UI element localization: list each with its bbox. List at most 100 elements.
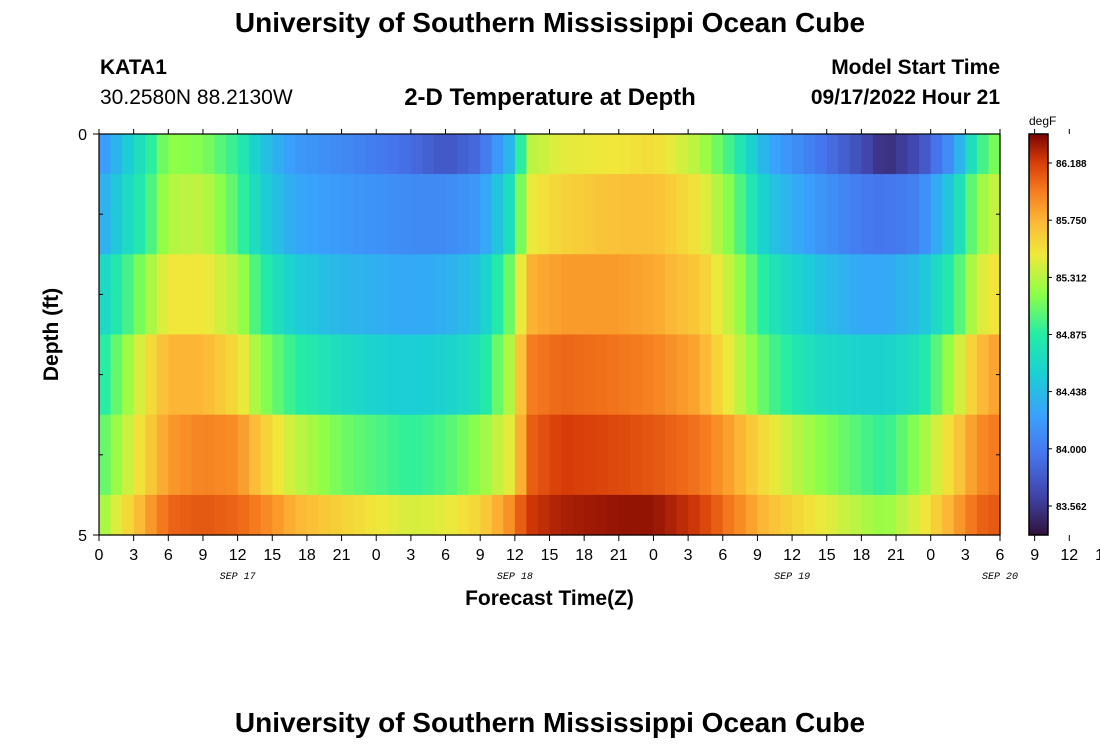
heatmap-cell xyxy=(907,134,920,175)
heatmap-cell xyxy=(445,414,458,496)
heatmap-cell xyxy=(584,254,597,336)
heatmap-cell xyxy=(283,174,296,255)
heatmap-cell xyxy=(537,134,551,175)
heatmap-cell xyxy=(283,134,296,175)
heatmap-cell xyxy=(237,414,250,496)
heatmap-cell xyxy=(410,254,424,336)
heatmap-cell xyxy=(688,494,701,536)
heatmap-cell xyxy=(226,134,239,175)
heatmap-cell xyxy=(768,174,782,255)
heatmap-cell xyxy=(249,494,262,536)
heatmap-cell xyxy=(468,494,481,536)
heatmap-cell xyxy=(942,494,955,536)
heatmap-cell xyxy=(341,494,354,536)
heatmap-cell xyxy=(283,254,296,336)
heatmap-cell xyxy=(433,414,447,496)
heatmap-cell xyxy=(399,494,412,536)
heatmap-cell xyxy=(491,494,504,536)
heatmap-cell xyxy=(410,134,424,175)
heatmap-cell xyxy=(745,254,759,336)
heatmap-cell xyxy=(272,254,285,336)
footer-title: University of Southern Mississippi Ocean… xyxy=(234,707,866,738)
heatmap-cell xyxy=(549,414,562,496)
heatmap-cell xyxy=(896,494,909,536)
x-tick-label: 3 xyxy=(129,547,138,564)
heatmap-cell xyxy=(272,334,285,416)
heatmap-cell xyxy=(792,174,805,255)
heatmap-cell xyxy=(884,134,897,175)
heatmap-cell xyxy=(965,174,978,255)
heatmap-cell xyxy=(572,334,585,416)
x-tick-label: 3 xyxy=(961,547,970,564)
heatmap-cell xyxy=(145,254,158,336)
heatmap-cell xyxy=(191,174,204,255)
heatmap-cell xyxy=(595,174,608,255)
heatmap-cell xyxy=(537,334,551,416)
heatmap-cell xyxy=(457,174,470,255)
heatmap-cell xyxy=(907,174,920,255)
heatmap-cell xyxy=(849,414,862,496)
heatmap-cell xyxy=(353,414,366,496)
heatmap-cell xyxy=(549,254,562,336)
heatmap-cell xyxy=(849,174,862,255)
heatmap-cell xyxy=(572,494,585,536)
heatmap-cell xyxy=(722,134,735,175)
heatmap-cell xyxy=(919,254,932,336)
x-tick-label: 0 xyxy=(95,547,104,564)
heatmap-cell xyxy=(214,494,227,536)
heatmap-cell xyxy=(942,134,955,175)
colorbar-ticks: 86.188 85.750 85.312 84.875 84.438 84.000 83.5… xyxy=(1048,159,1087,513)
heatmap-cell xyxy=(364,414,377,496)
heatmap-cell xyxy=(572,414,585,496)
heatmap-cell xyxy=(202,334,216,416)
heatmap-cell xyxy=(179,334,193,416)
heatmap-cell xyxy=(665,174,678,255)
heatmap-cell xyxy=(803,414,816,496)
heatmap-cell xyxy=(179,414,193,496)
heatmap-cells xyxy=(99,134,1001,536)
heatmap-cell xyxy=(676,414,689,496)
heatmap-cell xyxy=(376,134,389,175)
heatmap-cell xyxy=(122,494,135,536)
heatmap-cell xyxy=(537,174,551,255)
heatmap-cell xyxy=(803,254,816,336)
heatmap-cell xyxy=(110,334,123,416)
heatmap-cell xyxy=(237,174,250,255)
heatmap-cell xyxy=(364,134,377,175)
heatmap-cell xyxy=(202,254,216,336)
heatmap-cell xyxy=(191,254,204,336)
heatmap-cell xyxy=(433,494,447,536)
heatmap-cell xyxy=(607,134,620,175)
heatmap-cell xyxy=(884,494,897,536)
heatmap-cell xyxy=(202,414,216,496)
heatmap-cell xyxy=(630,334,643,416)
heatmap-cell xyxy=(214,254,227,336)
heatmap-cell xyxy=(618,174,631,255)
heatmap-cell xyxy=(433,174,447,255)
heatmap-cell xyxy=(260,494,273,536)
heatmap-cell xyxy=(445,174,458,255)
heatmap-cell xyxy=(422,254,435,336)
x-tick-label: 12 xyxy=(506,547,524,564)
heatmap-cell xyxy=(503,254,516,336)
heatmap-cell xyxy=(191,414,204,496)
heatmap-cell xyxy=(722,174,735,255)
heatmap-cell xyxy=(237,254,250,336)
heatmap-cell xyxy=(722,254,735,336)
heatmap-cell xyxy=(722,334,735,416)
heatmap-cell xyxy=(387,494,400,536)
heatmap-cell xyxy=(572,254,585,336)
heatmap-cell xyxy=(318,494,331,536)
heatmap-cell xyxy=(168,134,181,175)
heatmap-cell xyxy=(514,334,527,416)
heatmap-cell xyxy=(757,174,770,255)
x-axis-label: Forecast Time(Z) xyxy=(465,587,634,610)
x-tick-label: 12 xyxy=(229,547,247,564)
heatmap-cell xyxy=(376,334,389,416)
station-id: KATA1 xyxy=(100,56,167,79)
heatmap-cell xyxy=(665,414,678,496)
heatmap-cell xyxy=(491,134,504,175)
x-tick-label: 15 xyxy=(1095,547,1100,564)
heatmap-cell xyxy=(653,254,666,336)
heatmap-cell xyxy=(202,174,216,255)
